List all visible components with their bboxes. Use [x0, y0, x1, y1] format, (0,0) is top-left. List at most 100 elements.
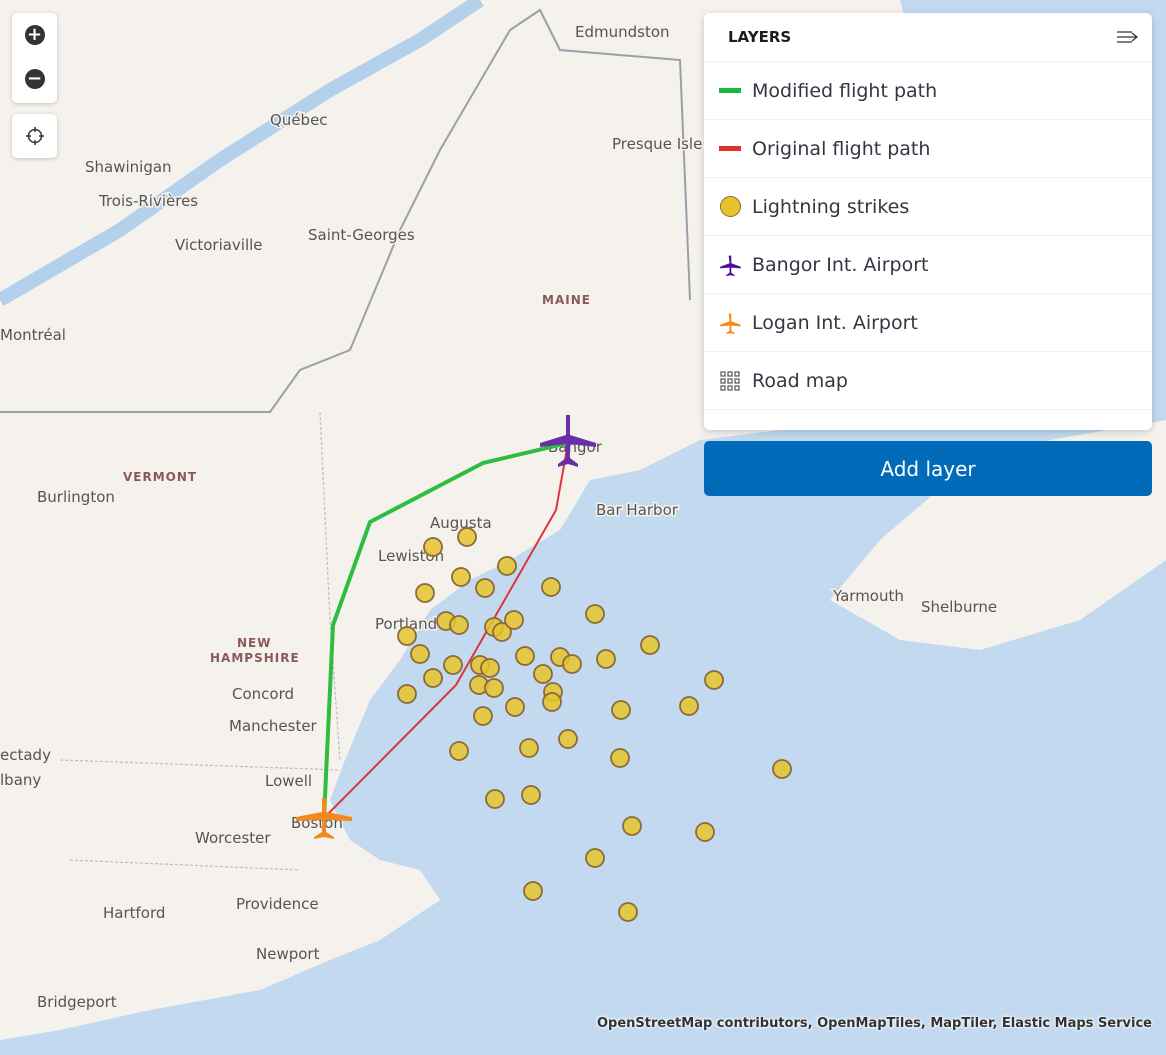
place-label: Worcester [195, 829, 271, 847]
map-attribution: OpenStreetMap contributors, OpenMapTiles… [597, 1016, 1152, 1031]
layer-label: Modified flight path [752, 79, 938, 102]
place-label: Presque Isle [612, 135, 702, 153]
place-label: Lowell [265, 772, 312, 790]
lightning-strike-marker[interactable] [505, 697, 525, 717]
layer-label: Bangor Int. Airport [752, 253, 929, 276]
lightning-strike-marker[interactable] [611, 700, 631, 720]
state-label: NEW [237, 636, 271, 650]
lightning-strike-marker[interactable] [415, 583, 435, 603]
border [0, 8, 691, 413]
original-flight-path[interactable] [323, 442, 569, 819]
lightning-strike-marker[interactable] [542, 692, 562, 712]
lightning-strike-marker[interactable] [492, 622, 512, 642]
minus-icon: − [24, 69, 45, 89]
lightning-strike-marker[interactable] [533, 664, 553, 684]
zoom-controls: + − [12, 13, 57, 103]
lightning-strike-marker[interactable] [541, 577, 561, 597]
lightning-strike-marker[interactable] [622, 816, 642, 836]
lightning-strike-marker[interactable] [504, 610, 524, 630]
place-label: Bridgeport [37, 993, 117, 1011]
lightning-strike-marker[interactable] [410, 644, 430, 664]
layers-panel: LAYERS Modified flight path Original fli… [704, 13, 1152, 430]
place-label: Shelburne [921, 598, 997, 616]
lightning-strike-marker[interactable] [423, 668, 443, 688]
place-label: Hartford [103, 904, 165, 922]
lightning-strike-marker[interactable] [704, 670, 724, 690]
state-label: HAMPSHIRE [210, 651, 300, 665]
lightning-strike-marker[interactable] [558, 729, 578, 749]
layer-road-map[interactable]: Road map [704, 352, 1152, 410]
lightning-strike-marker[interactable] [449, 741, 469, 761]
place-label: lbany [0, 771, 41, 789]
zoom-in-button[interactable]: + [12, 13, 57, 57]
lightning-strike-marker[interactable] [484, 678, 504, 698]
lightning-strike-marker[interactable] [443, 655, 463, 675]
lightning-strike-marker[interactable] [618, 902, 638, 922]
place-label: Québec [270, 111, 328, 129]
lightning-strike-marker[interactable] [640, 635, 660, 655]
layer-label: Road map [752, 369, 848, 392]
collapse-panel-icon[interactable] [1116, 29, 1138, 45]
lightning-strike-marker[interactable] [397, 684, 417, 704]
layer-lightning-strikes[interactable]: Lightning strikes [704, 178, 1152, 236]
place-label: Montréal [0, 326, 66, 344]
lightning-strike-marker[interactable] [451, 567, 471, 587]
lightning-strike-marker[interactable] [423, 537, 443, 557]
lightning-strike-marker[interactable] [473, 706, 493, 726]
zoom-out-button[interactable]: − [12, 57, 57, 101]
layers-title: LAYERS [728, 28, 792, 46]
fit-to-data-button[interactable] [12, 114, 57, 158]
lightning-strike-marker[interactable] [457, 527, 477, 547]
layer-logan-airport[interactable]: Logan Int. Airport [704, 294, 1152, 352]
lightning-strike-marker[interactable] [449, 615, 469, 635]
add-layer-button[interactable]: Add layer [704, 441, 1152, 496]
lightning-strike-marker[interactable] [585, 604, 605, 624]
lightning-strike-marker[interactable] [562, 654, 582, 674]
place-label: Saint-Georges [308, 226, 415, 244]
layer-original-flight-path[interactable]: Original flight path [704, 120, 1152, 178]
orange-plane-icon [718, 311, 742, 335]
lightning-strike-marker[interactable] [515, 646, 535, 666]
yellow-circle-icon [718, 196, 742, 217]
state-label: VERMONT [123, 470, 197, 484]
st-lawrence-river [0, 0, 484, 307]
lightning-strike-marker[interactable] [521, 785, 541, 805]
lightning-strike-marker[interactable] [679, 696, 699, 716]
bangor-airport-marker[interactable] [540, 415, 596, 467]
lightning-strike-marker[interactable] [523, 881, 543, 901]
place-label: Concord [232, 685, 294, 703]
place-label: ectady [0, 746, 51, 764]
lightning-strike-marker[interactable] [585, 848, 605, 868]
modified-flight-path[interactable] [322, 441, 569, 819]
place-label: Burlington [37, 488, 115, 506]
lightning-strike-marker[interactable] [596, 649, 616, 669]
grid-icon [718, 370, 742, 391]
layer-label: Logan Int. Airport [752, 311, 918, 334]
lightning-strike-marker[interactable] [519, 738, 539, 758]
lightning-strike-marker[interactable] [485, 789, 505, 809]
green-line-icon [718, 88, 742, 93]
place-label: Bar Harbor [596, 501, 679, 519]
place-label: Providence [236, 895, 319, 913]
layer-bangor-airport[interactable]: Bangor Int. Airport [704, 236, 1152, 294]
state-label: MAINE [542, 293, 591, 307]
lightning-strike-marker[interactable] [475, 578, 495, 598]
lightning-strike-marker[interactable] [610, 748, 630, 768]
plane-icon [296, 798, 352, 839]
plus-icon: + [24, 25, 45, 45]
lightning-strike-marker[interactable] [397, 626, 417, 646]
crosshair-icon [25, 127, 44, 145]
purple-plane-icon [718, 253, 742, 277]
lightning-strike-marker[interactable] [497, 556, 517, 576]
logan-airport-marker[interactable] [296, 798, 352, 839]
place-label: Newport [256, 945, 320, 963]
lightning-strike-marker[interactable] [772, 759, 792, 779]
lightning-strike-marker[interactable] [480, 658, 500, 678]
border-nh [59, 411, 341, 871]
red-line-icon [718, 146, 742, 151]
place-label: Yarmouth [832, 587, 904, 605]
plane-icon [540, 415, 596, 467]
layer-modified-flight-path[interactable]: Modified flight path [704, 62, 1152, 120]
place-label: Manchester [229, 717, 318, 735]
lightning-strike-marker[interactable] [695, 822, 715, 842]
